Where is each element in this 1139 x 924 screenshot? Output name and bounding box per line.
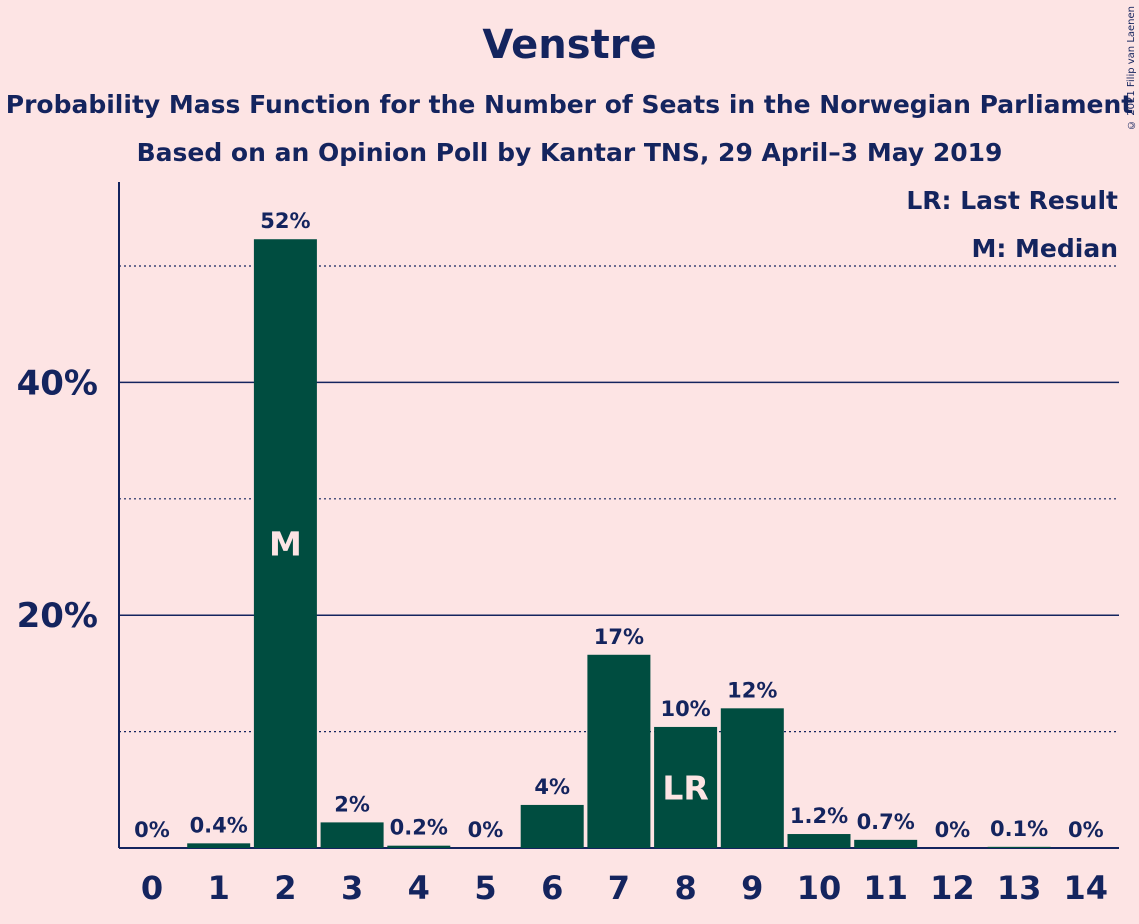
- x-tick-label: 5: [474, 869, 496, 907]
- y-tick-label: 40%: [17, 363, 98, 403]
- bar-value-label: 4%: [534, 775, 570, 799]
- bar-9: [720, 708, 784, 848]
- bar-value-label: 0%: [935, 818, 971, 842]
- bar-value-label: 0.1%: [990, 817, 1048, 841]
- x-tick-label: 9: [741, 869, 763, 907]
- bar-value-label: 10%: [660, 697, 710, 721]
- bar-7: [587, 654, 651, 848]
- bar-value-label: 12%: [727, 678, 777, 702]
- x-tick-label: 0: [141, 869, 163, 907]
- x-tick-label: 6: [541, 869, 563, 907]
- bar-value-label: 0.4%: [190, 813, 248, 837]
- bar-4: [387, 845, 451, 848]
- bar-value-label: 52%: [260, 209, 310, 233]
- legend-entry: LR: Last Result: [906, 186, 1118, 215]
- bar-value-label: 0%: [134, 818, 170, 842]
- x-tick-label: 7: [608, 869, 630, 907]
- x-tick-label: 2: [274, 869, 296, 907]
- x-tick-label: 13: [997, 869, 1042, 907]
- bar-value-label: 0%: [1068, 818, 1104, 842]
- bar-3: [320, 822, 384, 848]
- x-tick-label: 10: [797, 869, 842, 907]
- bar-6: [520, 804, 584, 848]
- bar-8: [654, 726, 718, 848]
- bar-marker-lr: LR: [662, 768, 708, 807]
- y-tick-label: 20%: [17, 596, 98, 636]
- bar-value-label: 0%: [468, 818, 504, 842]
- x-tick-label: 4: [408, 869, 430, 907]
- x-tick-label: 14: [1064, 869, 1109, 907]
- x-tick-label: 1: [208, 869, 230, 907]
- x-tick-label: 8: [674, 869, 696, 907]
- bar-11: [854, 839, 918, 848]
- bar-value-label: 0.2%: [390, 816, 448, 840]
- legend-entry: M: Median: [971, 234, 1118, 263]
- bar-2: [253, 239, 317, 848]
- bar-13: [987, 846, 1051, 848]
- chart-title: Venstre: [482, 22, 657, 68]
- bar-value-label: 2%: [334, 792, 370, 816]
- bar-value-label: 17%: [594, 625, 644, 649]
- bar-value-label: 0.7%: [857, 810, 915, 834]
- bar-value-label: 1.2%: [790, 804, 848, 828]
- x-tick-label: 3: [341, 869, 363, 907]
- x-tick-label: 12: [930, 869, 975, 907]
- bar-1: [187, 843, 251, 848]
- bar-marker-m: M: [269, 525, 302, 564]
- x-tick-label: 11: [863, 869, 908, 907]
- chart-subtitle: Probability Mass Function for the Number…: [5, 90, 1134, 119]
- chart-subtitle-poll: Based on an Opinion Poll by Kantar TNS, …: [136, 138, 1003, 167]
- bar-10: [787, 834, 851, 848]
